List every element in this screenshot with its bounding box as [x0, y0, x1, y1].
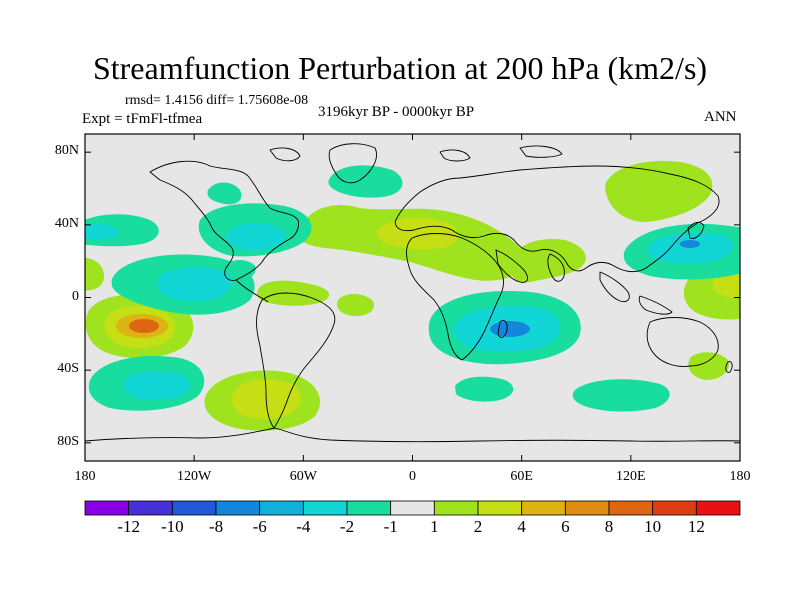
x-tick-label: 60E: [510, 469, 533, 484]
field-green-australia-south: [688, 352, 729, 380]
x-tick-label: 120W: [177, 469, 212, 484]
colorbar-label: 2: [473, 517, 483, 536]
coast-australia: [646, 317, 719, 367]
colorbar-label: 10: [644, 517, 662, 536]
colorbar-label: -12: [117, 517, 140, 536]
colorbar-box: [84, 500, 130, 516]
colorbar-box: [564, 500, 610, 516]
field-deep-orange-south-pacific: [129, 319, 159, 333]
colorbar-box: [390, 500, 435, 516]
colorbar-label: -8: [208, 517, 224, 536]
colorbar-box: [346, 500, 392, 516]
y-ticks: [85, 151, 740, 444]
colorbar-box: [652, 500, 697, 516]
colorbar-boxes: [84, 500, 741, 516]
colorbar-box: [302, 500, 348, 516]
coast-arctic-islands: [269, 145, 563, 162]
x-tick-label: 180: [729, 469, 751, 484]
field-green-asia-north: [605, 160, 713, 222]
colorbar-box: [171, 500, 217, 516]
colorbar-box: [608, 500, 654, 516]
season-label: ANN: [704, 109, 737, 125]
y-tick-label: 80N: [54, 143, 79, 159]
y-tick-label: 40N: [54, 215, 79, 231]
colorbar-label: -10: [160, 517, 184, 536]
coast-central-america: [235, 279, 269, 303]
coast-antarctica: [85, 427, 740, 443]
x-tick-label: 120E: [616, 469, 646, 484]
x-tick-label: 0: [409, 469, 416, 484]
colorbar-label: 4: [517, 517, 526, 536]
coast-south-america: [256, 292, 336, 429]
coastlines: [85, 143, 740, 443]
y-tick-label: 40S: [57, 361, 79, 377]
colorbar-label: 12: [687, 517, 705, 536]
coast-europe-asia: [394, 165, 720, 273]
y-tick-label: 80S: [57, 433, 79, 449]
field-teal-caribbean: [220, 260, 256, 280]
colorbar-label: -1: [383, 517, 398, 536]
period-label: 3196kyr BP - 0000kyr BP: [318, 104, 475, 120]
field-yellow-mediterranean: [377, 217, 459, 250]
coast-arabia-india: [495, 249, 565, 283]
coast-greenland: [328, 143, 377, 184]
colorbar-label: -2: [339, 517, 355, 536]
colorbar-box: [128, 500, 173, 516]
colorbar-box: [433, 500, 479, 516]
field-green-atlantic-equator: [336, 294, 375, 316]
colorbar-box: [695, 500, 741, 516]
coast-africa: [406, 233, 504, 361]
plot-title: Streamfunction Perturbation at 200 hPa (…: [92, 50, 708, 86]
colorbar-box: [521, 500, 566, 516]
colorbar-label: 1: [430, 517, 439, 536]
x-ticks: [84, 134, 741, 461]
field-teal-north-atlantic: [328, 165, 403, 198]
field-teal-north-america-east: [207, 182, 242, 205]
coast-new-zealand: [725, 361, 733, 373]
field-cyan-north-pacific-west: [85, 224, 118, 240]
coast-southeast-asia: [599, 271, 673, 315]
experiment-label: Expt = tFmFl-tfmea: [82, 111, 203, 127]
y-tick-label: 0: [72, 288, 79, 304]
colorbar-label: -6: [252, 517, 267, 536]
contour-fields: [85, 160, 740, 431]
stats-text: rmsd= 1.4156 diff= 1.75608e-08: [125, 93, 309, 108]
colorbar-label: 8: [604, 517, 614, 536]
colorbar-box: [259, 500, 304, 516]
field-blue-indian-ocean: [490, 321, 530, 337]
field-cyan-north-pacific: [647, 232, 734, 264]
field-cyan-central-pacific: [157, 267, 232, 302]
colorbar-box: [215, 500, 261, 516]
field-green-west-edge: [85, 257, 104, 291]
colorbar-label: -4: [296, 517, 311, 536]
x-tick-label: 180: [74, 469, 96, 484]
colorbar-box: [477, 500, 523, 516]
coast-japan: [687, 221, 705, 239]
field-cyan-southeast-pacific: [122, 371, 191, 400]
colorbar-label: 6: [561, 517, 570, 536]
coast-madagascar: [497, 319, 508, 338]
field-teal-southern-indian: [455, 376, 514, 402]
field-teal-southern-ocean-east: [572, 379, 670, 412]
field-blue-north-pacific: [680, 240, 700, 248]
coast-north-america: [149, 160, 299, 281]
field-cyan-north-america: [225, 223, 286, 251]
x-tick-label: 60W: [289, 469, 317, 484]
